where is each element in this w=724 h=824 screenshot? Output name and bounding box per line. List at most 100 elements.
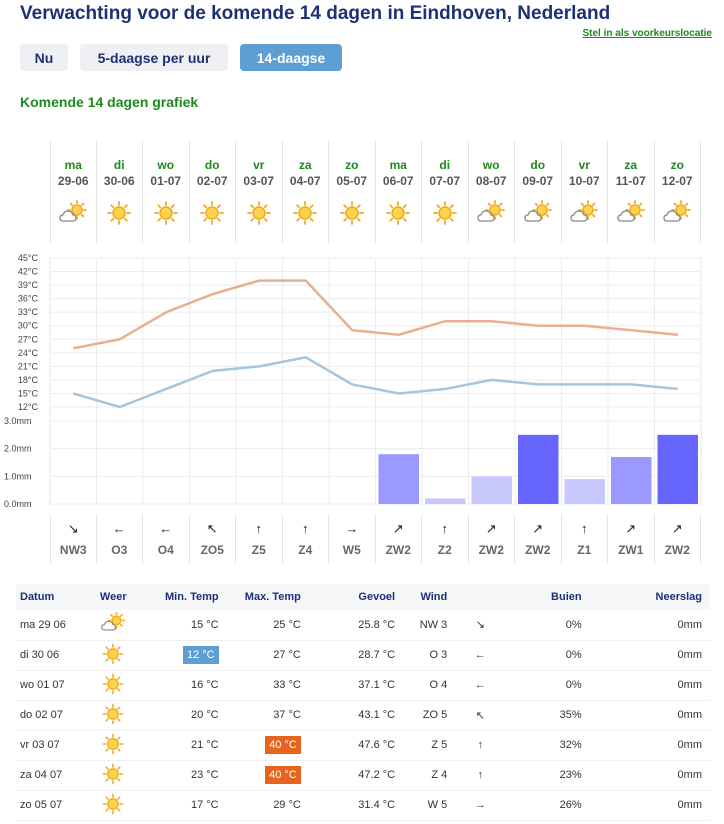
row-wind: ZO 5 (403, 700, 456, 731)
precip-tick-label: 0.0mm (4, 499, 32, 509)
wind-arrow-icon: ↑ (441, 521, 449, 536)
wind-label: ZW2 (385, 543, 411, 557)
row-feels-like: 43.1 °C (308, 700, 404, 731)
day-name: zo (345, 158, 359, 172)
temp-tick-label: 33°C (18, 307, 39, 317)
row-date: za 04 07 (16, 760, 83, 791)
wind-column: ↑ Z5 (236, 514, 283, 564)
tab-5-day-hourly[interactable]: 5-daagse per uur (80, 44, 228, 71)
table-row: do 02 07 20 °C 37 °C 43.1 °C ZO 5 ↖ 35% … (16, 700, 710, 731)
row-min-temp: 23 °C (190, 769, 219, 781)
day-date: 10-07 (568, 174, 600, 188)
col-wind: Wind (403, 584, 456, 610)
day-column: zo 12-07 (655, 141, 701, 243)
temp-tick-label: 12°C (18, 402, 39, 412)
wind-label: NW3 (59, 543, 87, 557)
row-max-temp: 40 °C (265, 766, 301, 784)
row-feels-like: 28.7 °C (308, 640, 404, 671)
day-date: 05-07 (336, 174, 368, 188)
page-title: Verwachting voor de komende 14 dagen in … (20, 3, 611, 24)
partly-cloudy-icon (562, 198, 608, 233)
partly-cloudy-icon (655, 198, 701, 233)
wind-label: ZW2 (478, 543, 504, 557)
sun-icon (82, 760, 145, 791)
row-showers: 0% (505, 610, 590, 641)
day-column: wo 01-07 (143, 141, 190, 243)
wind-arrow-icon: ← (159, 521, 173, 536)
sun-icon (236, 198, 282, 233)
sun-icon (329, 198, 375, 233)
wind-label: Z2 (437, 543, 452, 557)
wind-column: → W5 (329, 514, 376, 564)
precip-bar (564, 479, 605, 504)
chart-section-title: Komende 14 dagen grafiek (20, 94, 199, 110)
wind-arrow-icon: ↖ (455, 700, 506, 731)
table-row: wo 01 07 16 °C 33 °C 37.1 °C O 4 ← 0% 0m… (16, 670, 710, 701)
wind-label: W5 (342, 543, 361, 557)
day-column: za 04-07 (283, 141, 329, 243)
row-max-temp: 33 °C (273, 679, 301, 691)
wind-column: ↘ NW3 (50, 514, 97, 564)
row-max-temp: 25 °C (273, 618, 301, 631)
row-wind: NW 3 (403, 610, 456, 641)
row-showers: 35% (505, 700, 590, 731)
row-date: do 02 07 (16, 700, 83, 731)
table-row: di 30 06 12 °C 27 °C 28.7 °C O 3 ← 0% 0m… (16, 640, 710, 671)
tab-14-day[interactable]: 14-daagse (240, 44, 342, 71)
day-column: za 11-07 (608, 141, 655, 243)
wind-label: O4 (157, 543, 174, 557)
row-date: zo 05 07 (16, 790, 83, 821)
partly-cloudy-icon (469, 198, 515, 233)
day-column: vr 03-07 (236, 141, 283, 243)
row-precipitation: 0mm (589, 700, 710, 731)
wind-arrow-icon: ↑ (455, 730, 506, 761)
partly-cloudy-icon (608, 198, 654, 233)
day-column: di 07-07 (422, 141, 469, 243)
wind-arrow-icon: ↗ (532, 521, 544, 536)
row-max-temp: 27 °C (273, 649, 301, 661)
sun-icon (422, 198, 468, 233)
day-name: vr (253, 158, 265, 172)
day-column: vr 10-07 (562, 141, 608, 243)
row-feels-like: 47.6 °C (308, 730, 404, 761)
table-row: za 04 07 23 °C 40 °C 47.2 °C Z 4 ↑ 23% 0… (16, 760, 710, 791)
partly-cloudy-icon (515, 198, 561, 233)
sun-icon (82, 670, 145, 701)
temp-tick-label: 21°C (18, 361, 39, 371)
col-min-temp: Min. Temp (144, 584, 227, 610)
set-preferred-location-link[interactable]: Stel in als voorkeurslocatie (582, 28, 713, 39)
row-date: wo 01 07 (16, 670, 83, 701)
precip-bar (518, 434, 559, 504)
table-row: ma 29 06 15 °C 25 °C 25.8 °C NW 3 ↘ 0% 0… (16, 610, 710, 641)
tab-now[interactable]: Nu (20, 44, 68, 71)
day-date: 29-06 (57, 174, 89, 188)
precip-bar (378, 454, 419, 504)
row-precipitation: 0mm (589, 790, 710, 821)
wind-arrow-icon: ← (112, 521, 126, 536)
precip-tick-label: 3.0mm (4, 416, 32, 426)
day-date: 12-07 (661, 174, 693, 188)
wind-column: ↗ ZW2 (469, 514, 515, 564)
row-showers: 0% (505, 640, 590, 671)
sun-icon (143, 198, 189, 233)
precip-bar (657, 434, 698, 504)
temp-tick-label: 39°C (18, 280, 39, 290)
row-precipitation: 0mm (589, 670, 710, 701)
forecast-tabs: Nu 5-daagse per uur 14-daagse (20, 44, 342, 71)
row-min-temp: 15 °C (190, 618, 219, 631)
day-column: di 30-06 (97, 141, 143, 243)
forecast-chart: 45°C 42°C 39°C 36°C 33°C 30°C 27°C 24°C 21°C 18°C… (4, 253, 702, 509)
wind-arrow-icon: ↑ (302, 521, 309, 536)
sun-icon (97, 198, 143, 233)
col-max-temp: Max. Temp (226, 584, 309, 610)
wind-label: Z1 (577, 543, 592, 557)
wind-label: ZW1 (618, 543, 644, 557)
day-name: vr (578, 158, 590, 172)
row-showers: 0% (505, 670, 590, 701)
day-date: 06-07 (382, 174, 414, 188)
wind-column: ↖ ZO5 (190, 514, 236, 564)
row-showers: 23% (505, 760, 590, 791)
day-column: do 09-07 (515, 141, 562, 243)
precip-bar (425, 498, 466, 504)
row-precipitation: 0mm (589, 610, 710, 641)
